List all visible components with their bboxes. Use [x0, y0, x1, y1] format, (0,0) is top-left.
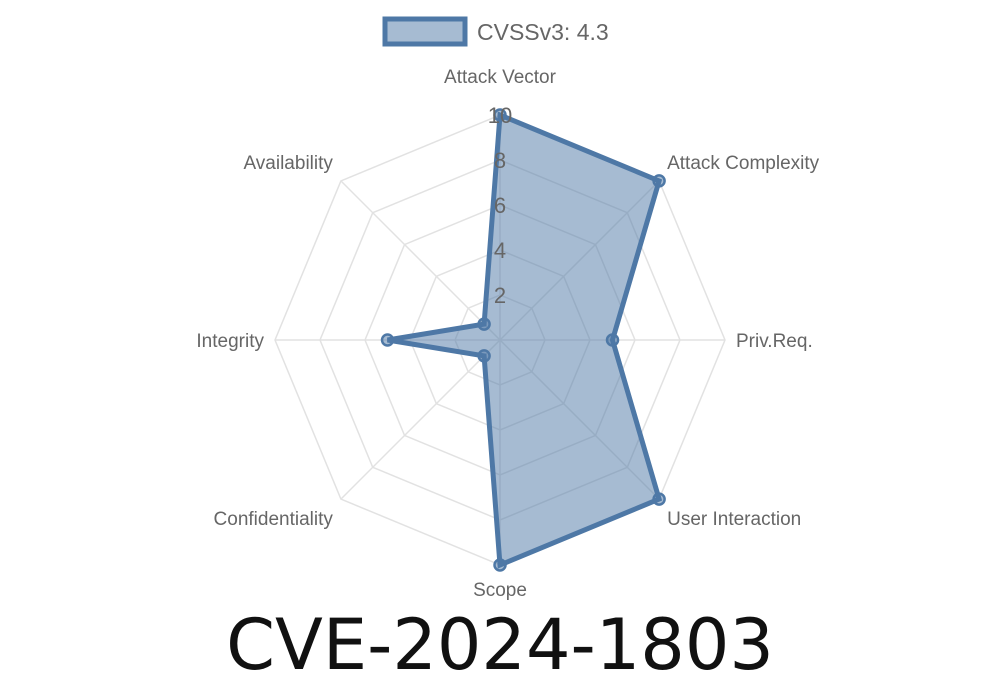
axis-label: Priv.Req.	[736, 331, 813, 352]
legend-label: CVSSv3: 4.3	[477, 19, 609, 45]
axis-line	[340, 339, 501, 500]
axis-line	[340, 180, 501, 341]
data-point	[652, 492, 666, 506]
data-point	[477, 317, 491, 331]
tick-label: 2	[494, 283, 506, 308]
axis-label: Integrity	[196, 331, 264, 352]
radar-series	[380, 108, 666, 572]
axis-label: User Interaction	[667, 509, 801, 530]
axis-label: Availability	[243, 153, 333, 174]
legend-swatch	[382, 16, 468, 47]
data-point	[605, 333, 620, 347]
tick-label: 10	[488, 103, 512, 128]
axis-label: Attack Vector	[444, 67, 557, 88]
axis-label: Scope	[473, 580, 527, 601]
axis-label: Confidentiality	[214, 509, 334, 530]
data-point	[380, 333, 395, 347]
tick-label: 8	[494, 148, 506, 173]
data-point	[493, 558, 507, 572]
data-point	[477, 349, 491, 363]
axis-labels: Attack Vector Attack Complexity Priv.Req. U…	[196, 67, 819, 601]
data-point	[652, 174, 666, 188]
legend[interactable]: CVSSv3: 4.3	[382, 16, 609, 47]
axis-label: Attack Complexity	[667, 153, 820, 174]
radar-ticks: 2 4 6 8 10	[488, 103, 512, 308]
data-point	[493, 108, 507, 122]
page-title: CVE-2024-1803	[226, 604, 774, 686]
tick-label: 4	[494, 238, 506, 263]
tick-label: 6	[494, 193, 506, 218]
